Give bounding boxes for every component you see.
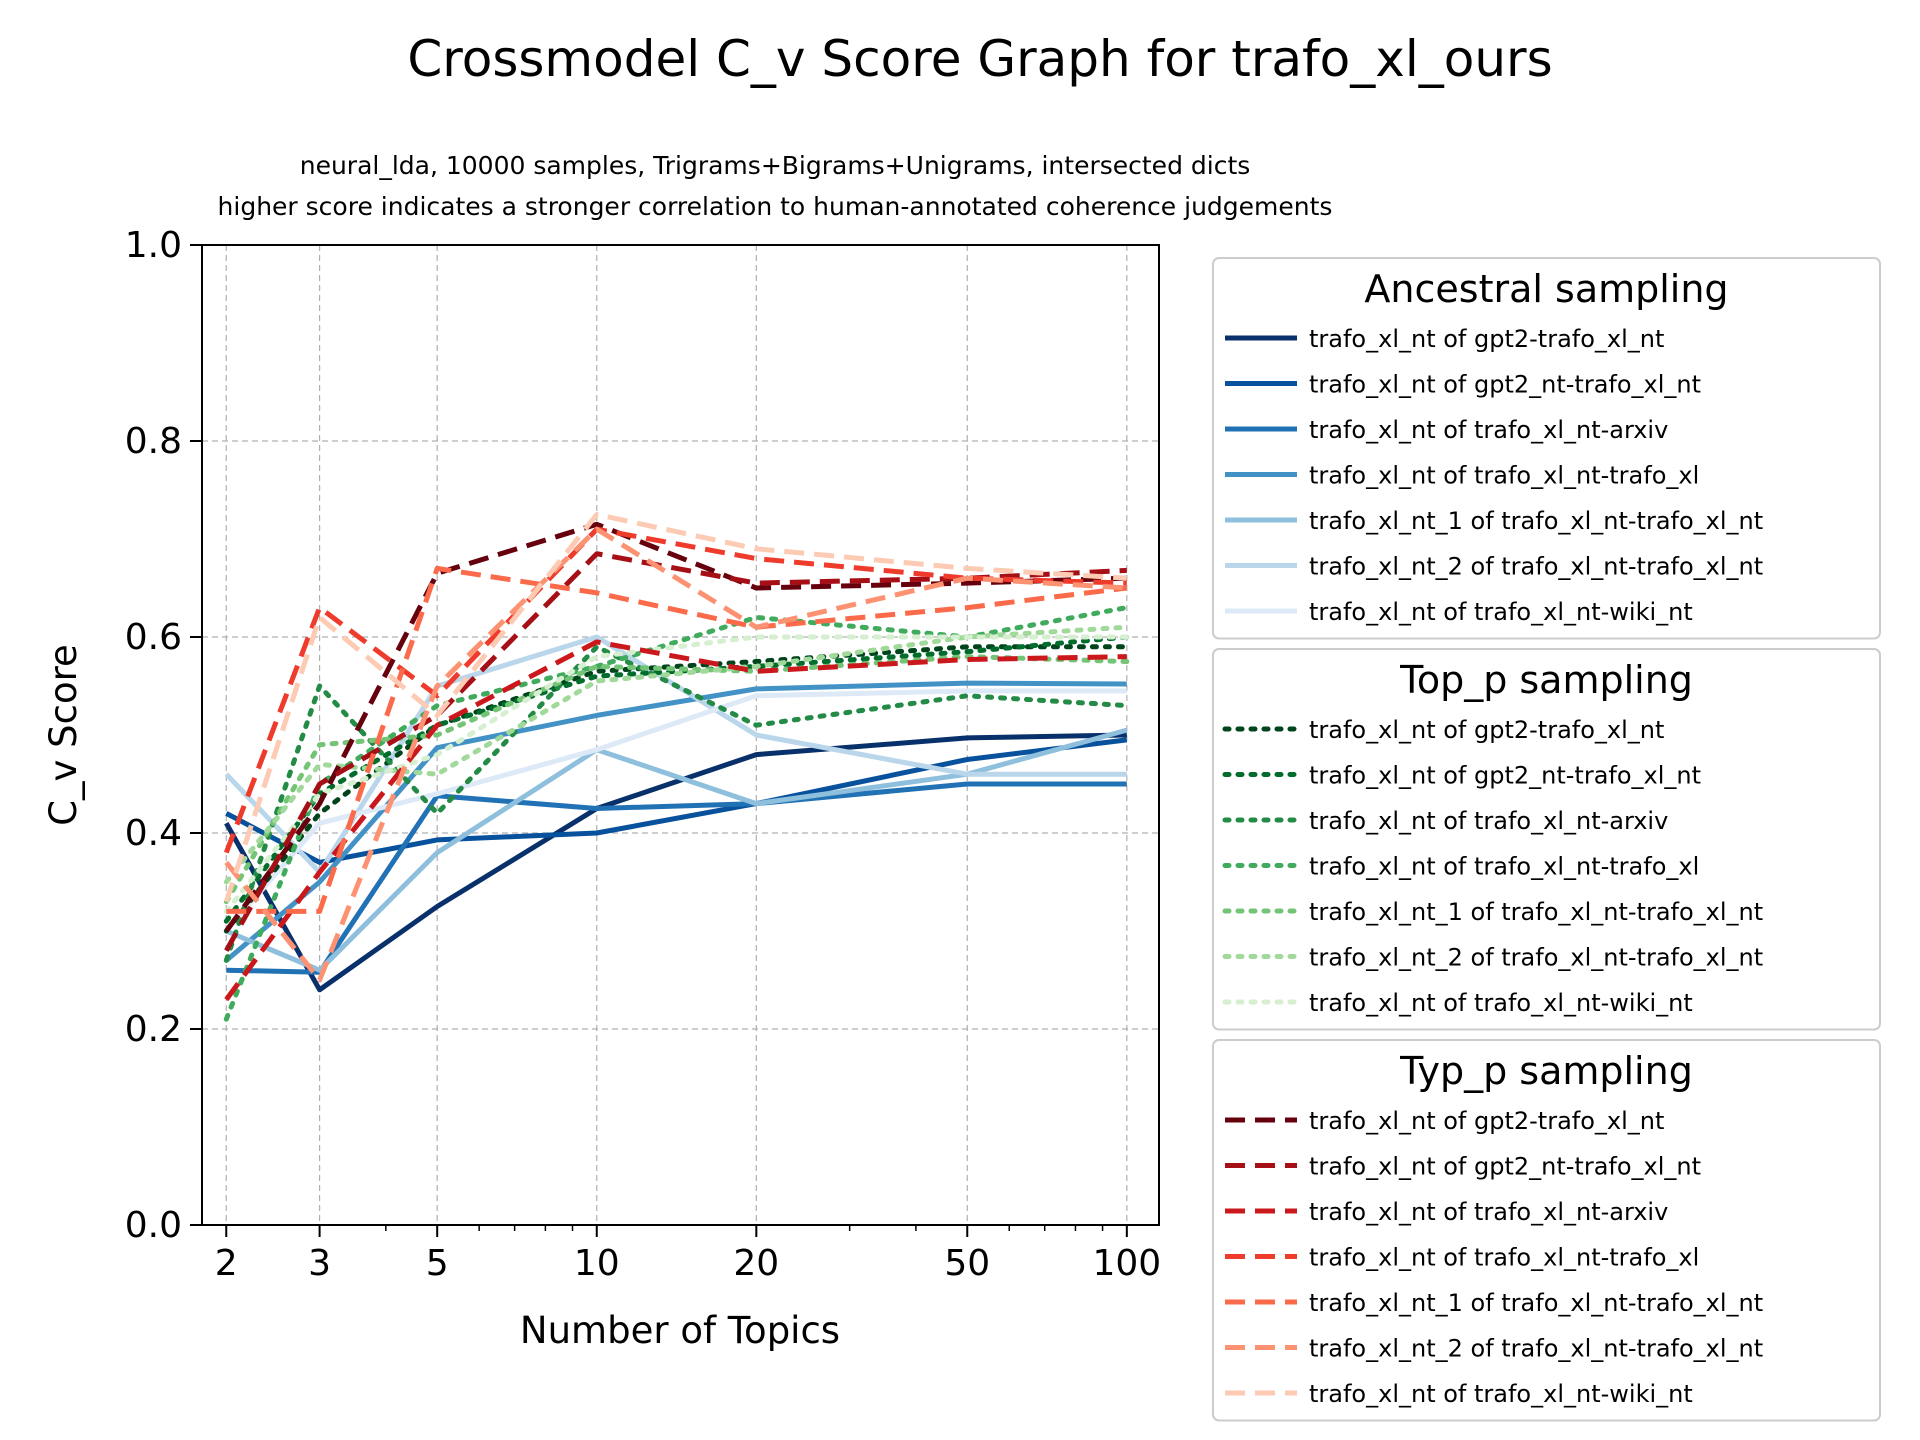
legend-item-label: trafo_xl_nt of gpt2-trafo_xl_nt bbox=[1309, 716, 1664, 744]
series-line bbox=[224, 521, 1127, 933]
legend-item-label: trafo_xl_nt of trafo_xl_nt-wiki_nt bbox=[1309, 598, 1693, 626]
series-line bbox=[225, 737, 1128, 865]
series-line bbox=[226, 565, 1128, 914]
legend-box bbox=[1212, 1039, 1881, 1422]
legend-item-label: trafo_xl_nt_2 of trafo_xl_nt-trafo_xl_nt bbox=[1309, 944, 1763, 972]
series-line bbox=[223, 644, 1130, 963]
series-line bbox=[225, 727, 1128, 973]
chart-title: Crossmodel C_v Score Graph for trafo_xl_… bbox=[407, 30, 1552, 88]
x-tick-label: 20 bbox=[733, 1243, 779, 1284]
series-line bbox=[223, 512, 1127, 903]
legend-item-label: trafo_xl_nt_1 of trafo_xl_nt-trafo_xl_nt bbox=[1309, 507, 1763, 535]
y-tick-label: 0.6 bbox=[125, 617, 182, 658]
legend-box bbox=[1212, 257, 1881, 640]
legend-item-label: trafo_xl_nt of gpt2_nt-trafo_xl_nt bbox=[1309, 371, 1701, 399]
series-line bbox=[223, 634, 1130, 924]
series-line bbox=[224, 680, 1127, 963]
legend-item-label: trafo_xl_nt of gpt2-trafo_xl_nt bbox=[1309, 325, 1664, 353]
y-tick-label: 0.8 bbox=[125, 421, 182, 462]
legend-item-label: trafo_xl_nt of gpt2_nt-trafo_xl_nt bbox=[1309, 762, 1701, 790]
legend-item-label: trafo_xl_nt of trafo_xl_nt-trafo_xl bbox=[1309, 853, 1699, 881]
legend-item-label: trafo_xl_nt of gpt2-trafo_xl_nt bbox=[1309, 1107, 1664, 1135]
legend-item-label: trafo_xl_nt_2 of trafo_xl_nt-trafo_xl_nt bbox=[1309, 1335, 1763, 1363]
legend-item-label: trafo_xl_nt of trafo_xl_nt-wiki_nt bbox=[1309, 989, 1693, 1017]
legend-item-label: trafo_xl_nt_1 of trafo_xl_nt-trafo_xl_nt bbox=[1309, 898, 1763, 926]
chart-subtitle-line-2: higher score indicates a stronger correl… bbox=[218, 192, 1333, 221]
legend-item-label: trafo_xl_nt_2 of trafo_xl_nt-trafo_xl_nt bbox=[1309, 553, 1763, 581]
plot-lines bbox=[223, 512, 1130, 1022]
plot-area-frame bbox=[201, 244, 1160, 1226]
y-axis-label: C_v Score bbox=[42, 644, 85, 826]
x-tick-label: 10 bbox=[574, 1243, 620, 1284]
chart-subtitle-line-1: neural_lda, 10000 samples, Trigrams+Bigr… bbox=[300, 151, 1251, 180]
y-tick-label: 1.0 bbox=[125, 225, 182, 266]
x-tick-label: 100 bbox=[1092, 1243, 1161, 1284]
series-line bbox=[224, 639, 1127, 1002]
x-axis-label: Number of Topics bbox=[520, 1309, 840, 1352]
legend-item-label: trafo_xl_nt of trafo_xl_nt-wiki_nt bbox=[1309, 1380, 1693, 1408]
legend-item-label: trafo_xl_nt of trafo_xl_nt-trafo_xl bbox=[1309, 462, 1699, 490]
legend-box bbox=[1212, 648, 1881, 1031]
legend-item-label: trafo_xl_nt of trafo_xl_nt-arxiv bbox=[1309, 807, 1668, 835]
legend-item-label: trafo_xl_nt of trafo_xl_nt-arxiv bbox=[1309, 416, 1668, 444]
series-line bbox=[223, 624, 1130, 885]
series-line bbox=[223, 644, 1130, 934]
series-line bbox=[223, 634, 1130, 914]
legend-item-label: trafo_xl_nt of gpt2_nt-trafo_xl_nt bbox=[1309, 1153, 1701, 1181]
y-tick-label: 0.4 bbox=[125, 813, 182, 854]
legend: Ancestral sampling trafo_xl_nt of gpt2-tr… bbox=[1212, 257, 1881, 1422]
series-line bbox=[224, 526, 1127, 983]
legend-title: Top_p sampling bbox=[1399, 658, 1693, 702]
legend-title: Ancestral sampling bbox=[1364, 267, 1728, 311]
legend-item-label: trafo_xl_nt of trafo_xl_nt-arxiv bbox=[1309, 1198, 1668, 1226]
axes: 2 3 5 10 20 50 100 0.0 0.2 0.4 0.6 0.8 1.0 bbox=[125, 225, 1161, 1284]
y-tick-label: 0.0 bbox=[125, 1205, 182, 1246]
legend-item-label: trafo_xl_nt_1 of trafo_xl_nt-trafo_xl_nt bbox=[1309, 1289, 1763, 1317]
legend-title: Typ_p sampling bbox=[1399, 1049, 1693, 1093]
series-line bbox=[224, 688, 1127, 933]
legend-item-label: trafo_xl_nt of trafo_xl_nt-trafo_xl bbox=[1309, 1244, 1699, 1272]
series-line bbox=[224, 551, 1127, 952]
x-tick-label: 50 bbox=[944, 1243, 990, 1284]
x-tick-label: 5 bbox=[426, 1243, 449, 1284]
x-tick-label: 2 bbox=[215, 1243, 238, 1284]
x-tick-label: 3 bbox=[308, 1243, 331, 1284]
y-tick-label: 0.2 bbox=[125, 1009, 182, 1050]
series-line bbox=[223, 654, 1130, 905]
